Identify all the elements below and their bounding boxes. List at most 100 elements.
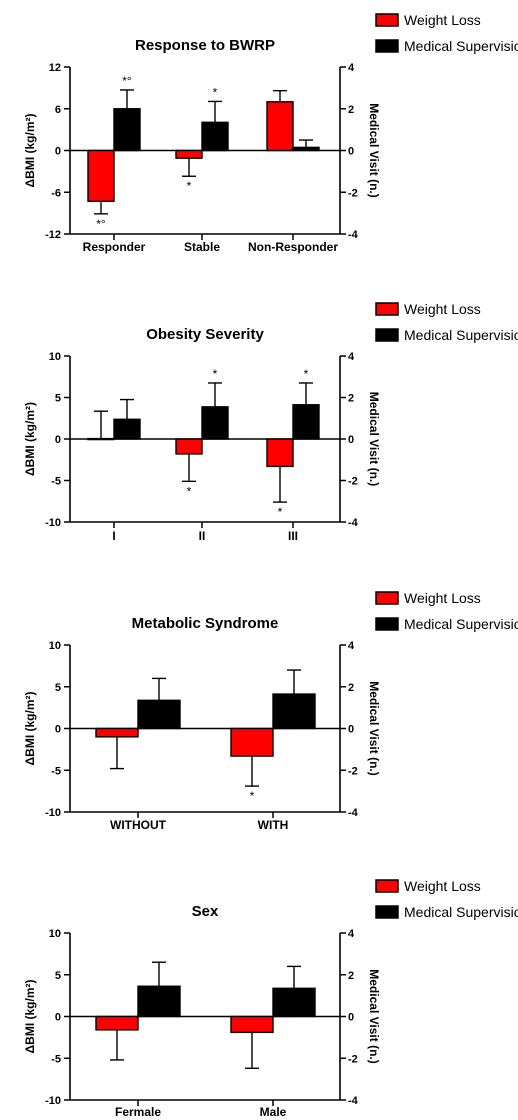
left-tick-label: -5 — [51, 476, 61, 488]
legend-label-medical: Medical Supervision — [404, 616, 518, 632]
bar-medical-supervision — [113, 418, 141, 440]
right-tick-label: 4 — [348, 640, 355, 652]
left-axis-title: ΔBMI (kg/m²) — [23, 402, 37, 476]
x-tick-label: III — [288, 529, 298, 543]
right-tick-label: -4 — [348, 1095, 359, 1107]
right-axis-title: Medical Visit (n.) — [367, 969, 381, 1063]
legend: Weight Loss Medical Supervision — [375, 590, 518, 632]
legend-label-weight-loss: Weight Loss — [404, 878, 481, 894]
right-tick-label: -2 — [348, 765, 358, 777]
significance-marker: * — [187, 484, 192, 498]
legend-label-weight-loss: Weight Loss — [404, 12, 481, 28]
left-tick-label: -10 — [45, 807, 61, 819]
x-tick-label: II — [199, 529, 206, 543]
legend-swatch-weight-loss — [375, 591, 399, 605]
significance-marker: * — [213, 367, 218, 381]
x-tick-label: Non-Responder — [248, 240, 338, 254]
right-tick-label: 0 — [348, 146, 354, 158]
bar-medical-supervision — [137, 699, 181, 730]
right-tick-label: 0 — [348, 434, 354, 446]
significance-marker: * — [213, 85, 218, 99]
chart-title: Metabolic Syndrome — [132, 615, 279, 632]
left-tick-label: 0 — [55, 1012, 61, 1024]
right-tick-label: 4 — [348, 62, 355, 74]
legend-swatch-weight-loss — [375, 879, 399, 893]
right-tick-label: -2 — [348, 1053, 358, 1065]
left-tick-label: 0 — [55, 146, 61, 158]
bar-medical-supervision — [292, 146, 320, 152]
x-tick-label: Stable — [184, 240, 220, 254]
bar-weight-loss — [266, 101, 294, 152]
left-tick-label: 0 — [55, 434, 61, 446]
bar-weight-loss — [87, 149, 115, 202]
bar-medical-supervision — [137, 985, 181, 1018]
x-tick-label: Male — [260, 1105, 287, 1119]
right-tick-label: 2 — [348, 104, 354, 116]
chart-panel-3: Weight Loss Medical Supervision Metabolic … — [23, 590, 518, 832]
left-axis-title: ΔBMI (kg/m²) — [23, 980, 37, 1054]
bar-medical-supervision — [272, 987, 316, 1018]
bar-medical-supervision — [272, 693, 316, 730]
left-tick-label: 5 — [55, 970, 61, 982]
bar-weight-loss — [266, 438, 294, 468]
x-tick-label: I — [112, 529, 115, 543]
significance-marker: *° — [96, 217, 106, 231]
significance-marker: * — [187, 179, 192, 193]
right-tick-label: -4 — [348, 229, 359, 241]
legend-swatch-medical — [375, 905, 399, 919]
chart-title: Sex — [192, 903, 219, 920]
x-tick-label: WITH — [258, 818, 289, 832]
legend-swatch-weight-loss — [375, 13, 399, 27]
right-tick-label: -4 — [348, 517, 359, 529]
chart-title: Response to BWRP — [135, 37, 275, 54]
chart-panel-1: Weight Loss Medical Supervision Response t… — [23, 12, 518, 254]
left-tick-label: 5 — [55, 393, 61, 405]
bar-weight-loss — [175, 149, 203, 159]
left-tick-label: -5 — [51, 1053, 61, 1065]
bar-weight-loss — [87, 437, 115, 441]
legend-swatch-medical — [375, 617, 399, 631]
legend-label-weight-loss: Weight Loss — [404, 590, 481, 606]
legend: Weight Loss Medical Supervision — [375, 301, 518, 343]
x-tick-label: Fermale — [115, 1105, 161, 1119]
right-axis-title: Medical Visit (n.) — [367, 103, 381, 197]
legend-label-medical: Medical Supervision — [404, 904, 518, 920]
legend-swatch-medical — [375, 328, 399, 342]
left-tick-label: -5 — [51, 765, 61, 777]
bar-medical-supervision — [113, 108, 141, 152]
left-tick-label: 6 — [55, 104, 61, 116]
left-tick-label: -12 — [45, 229, 61, 241]
significance-marker: * — [304, 367, 309, 381]
right-axis-title: Medical Visit (n.) — [367, 392, 381, 486]
bar-weight-loss — [230, 1015, 274, 1034]
left-tick-label: 10 — [49, 928, 61, 940]
left-tick-label: 0 — [55, 724, 61, 736]
bar-weight-loss — [95, 1015, 139, 1031]
legend-label-medical: Medical Supervision — [404, 327, 518, 343]
right-tick-label: 2 — [348, 682, 354, 694]
bar-weight-loss — [230, 727, 274, 757]
legend-label-medical: Medical Supervision — [404, 38, 518, 54]
right-tick-label: 2 — [348, 970, 354, 982]
chart-panel-4: Weight Loss Medical Supervision Sex 10 5 0 -5 -… — [23, 878, 518, 1119]
x-tick-label: WITHOUT — [110, 818, 167, 832]
left-tick-label: -6 — [51, 187, 61, 199]
right-tick-label: -4 — [348, 807, 359, 819]
left-tick-label: 5 — [55, 682, 61, 694]
bar-medical-supervision — [201, 406, 229, 440]
significance-marker: * — [250, 789, 255, 803]
left-tick-label: 10 — [49, 351, 61, 363]
x-tick-label: Responder — [83, 240, 146, 254]
legend-swatch-weight-loss — [375, 302, 399, 316]
left-tick-label: -10 — [45, 1095, 61, 1107]
legend-label-weight-loss: Weight Loss — [404, 301, 481, 317]
left-tick-label: -10 — [45, 517, 61, 529]
bar-medical-supervision — [201, 121, 229, 152]
legend: Weight Loss Medical Supervision — [375, 878, 518, 920]
bar-weight-loss — [175, 438, 203, 455]
left-tick-label: 12 — [49, 62, 61, 74]
significance-marker: *° — [122, 74, 132, 88]
left-axis-title: ΔBMI (kg/m²) — [23, 114, 37, 188]
right-tick-label: -2 — [348, 476, 358, 488]
